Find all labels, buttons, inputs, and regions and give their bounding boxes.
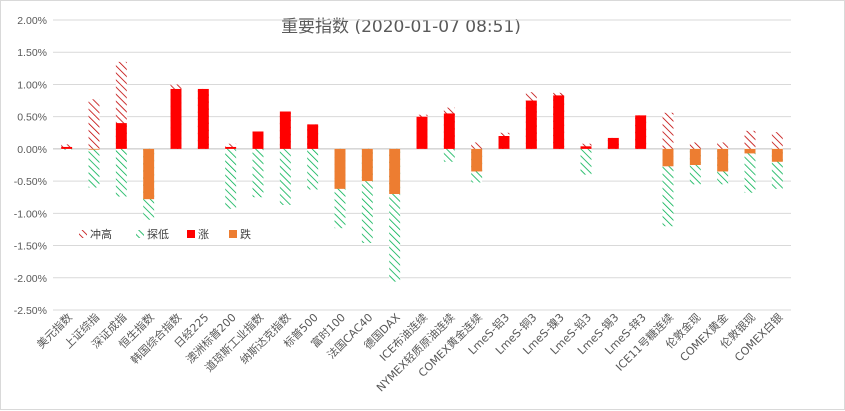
bar-high bbox=[88, 99, 100, 149]
bar-low bbox=[744, 148, 756, 193]
bar-low bbox=[279, 148, 291, 205]
legend-swatch-high bbox=[79, 230, 87, 238]
legend-label-down: 跌 bbox=[240, 227, 251, 241]
legend-label-high: 冲高 bbox=[90, 227, 112, 241]
bar-down bbox=[389, 148, 401, 194]
legend-label-up: 涨 bbox=[198, 228, 209, 241]
y-tick-label: -0.50% bbox=[14, 176, 47, 188]
bar-up bbox=[307, 124, 319, 149]
bar-down bbox=[662, 148, 674, 167]
bar-up bbox=[498, 136, 510, 149]
bar-up bbox=[635, 115, 647, 149]
legend-label-low: 探低 bbox=[147, 228, 169, 241]
bar-low bbox=[580, 148, 592, 175]
bar-up bbox=[607, 137, 619, 149]
y-axis-ticks: 2.00% 1.50% 1.00% 0.50% 0.00% -0.50% -1.00% -1.… bbox=[14, 15, 47, 317]
legend-swatch-up bbox=[187, 230, 195, 238]
bar-low bbox=[252, 148, 264, 198]
bar-high bbox=[771, 132, 783, 149]
bar-high bbox=[717, 142, 729, 149]
bar-low bbox=[443, 148, 455, 162]
bar-down bbox=[471, 148, 483, 172]
bar-low bbox=[61, 148, 73, 150]
y-tick-label: 0.00% bbox=[17, 144, 47, 156]
bar-low bbox=[662, 148, 674, 227]
bar-up bbox=[170, 88, 182, 149]
bar-high bbox=[61, 144, 73, 149]
x-axis-ticks: 美元指数上证综指深证成指恒生指数韩国综合指数日经225澳洲标普200道琼斯工业指… bbox=[34, 310, 786, 394]
y-tick-label: -1.50% bbox=[14, 241, 47, 253]
bar-low bbox=[307, 148, 319, 190]
bar-low bbox=[115, 148, 127, 197]
bar-up bbox=[416, 116, 428, 149]
bar-down bbox=[88, 148, 100, 150]
y-tick-label: 2.00% bbox=[17, 15, 47, 27]
bar-down bbox=[771, 148, 783, 162]
bar-high bbox=[662, 112, 674, 149]
bar-down bbox=[143, 148, 155, 200]
bar-down bbox=[744, 148, 756, 154]
bar-low bbox=[225, 148, 237, 209]
bar-up bbox=[525, 100, 537, 149]
bar-up bbox=[197, 88, 209, 149]
bar-down bbox=[361, 148, 373, 182]
bar-high bbox=[225, 143, 237, 149]
bar-high bbox=[471, 142, 483, 149]
bar-up bbox=[443, 113, 455, 149]
bar-up bbox=[225, 146, 237, 149]
bar-high bbox=[744, 130, 756, 149]
legend: 冲高 探低 涨 跌 bbox=[79, 227, 251, 241]
bar-low bbox=[771, 148, 783, 189]
bar-low bbox=[689, 148, 701, 185]
bar-up bbox=[553, 95, 565, 149]
chart-title: 重要指数 (2020-01-07 08:51) bbox=[281, 17, 521, 37]
bar-up bbox=[252, 131, 264, 149]
bar-low bbox=[88, 148, 100, 188]
bar-up bbox=[580, 146, 592, 149]
bar-up bbox=[115, 123, 127, 149]
y-tick-label: -2.50% bbox=[14, 305, 47, 317]
y-tick-label: 1.00% bbox=[17, 79, 47, 91]
bar-down bbox=[689, 148, 701, 165]
bar-down bbox=[717, 148, 729, 172]
gridlines bbox=[53, 19, 791, 311]
bar-down bbox=[334, 148, 346, 189]
y-tick-label: 0.50% bbox=[17, 112, 47, 124]
y-tick-label: -1.00% bbox=[14, 208, 47, 220]
legend-swatch-down bbox=[229, 230, 237, 238]
legend-swatch-low bbox=[136, 230, 144, 238]
bar-up bbox=[61, 146, 73, 149]
bar-low bbox=[389, 148, 401, 282]
bar-up bbox=[279, 111, 291, 149]
bars bbox=[61, 61, 783, 282]
bar-low bbox=[361, 148, 373, 243]
y-tick-label: -2.00% bbox=[14, 273, 47, 285]
y-tick-label: 1.50% bbox=[17, 47, 47, 59]
bar-high bbox=[689, 142, 701, 149]
bar-high bbox=[115, 61, 127, 149]
